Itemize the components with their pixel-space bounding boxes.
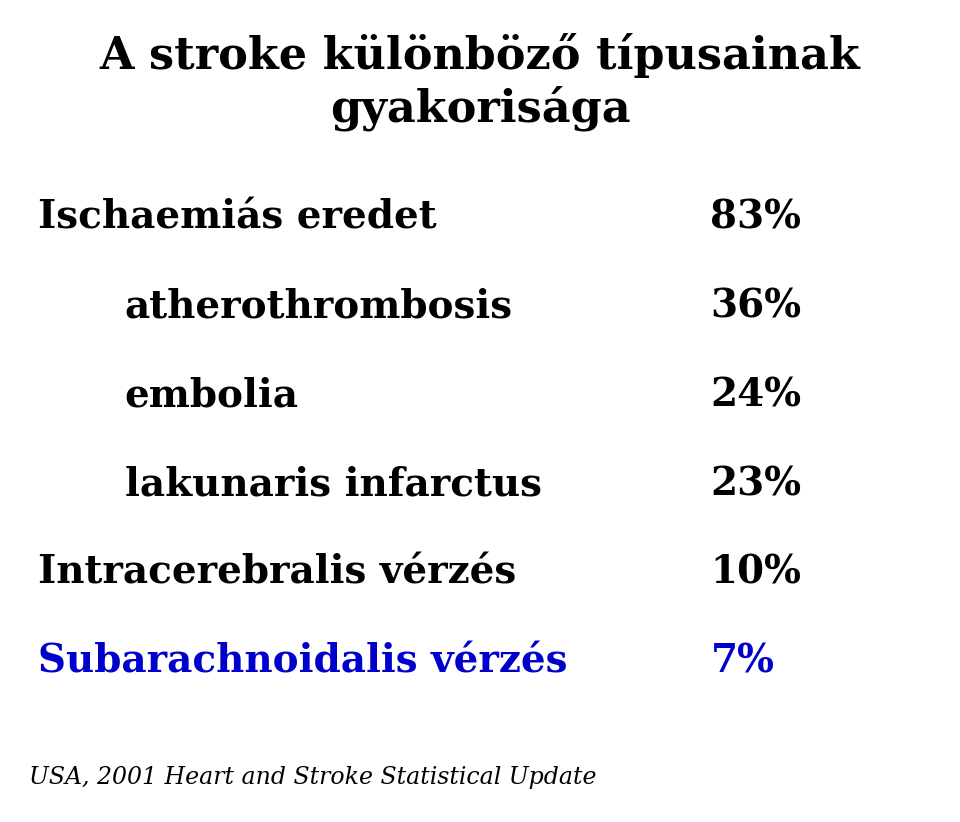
Text: A stroke különböző típusainak
gyakorisága: A stroke különböző típusainak gyakoriság… [100,33,860,131]
Text: Intracerebralis vérzés: Intracerebralis vérzés [38,554,516,592]
Text: 83%: 83% [710,199,802,237]
Text: 23%: 23% [710,465,802,503]
Text: Subarachnoidalis vérzés: Subarachnoidalis vérzés [38,643,568,681]
Text: Ischaemiás eredet: Ischaemiás eredet [38,199,437,237]
Text: 24%: 24% [710,376,802,414]
Text: atherothrombosis: atherothrombosis [125,288,513,326]
Text: 7%: 7% [710,643,775,681]
Text: 10%: 10% [710,554,802,592]
Text: embolia: embolia [125,376,299,414]
Text: 36%: 36% [710,288,802,326]
Text: lakunaris infarctus: lakunaris infarctus [125,465,541,503]
Text: USA, 2001 Heart and Stroke Statistical Update: USA, 2001 Heart and Stroke Statistical U… [29,766,596,789]
